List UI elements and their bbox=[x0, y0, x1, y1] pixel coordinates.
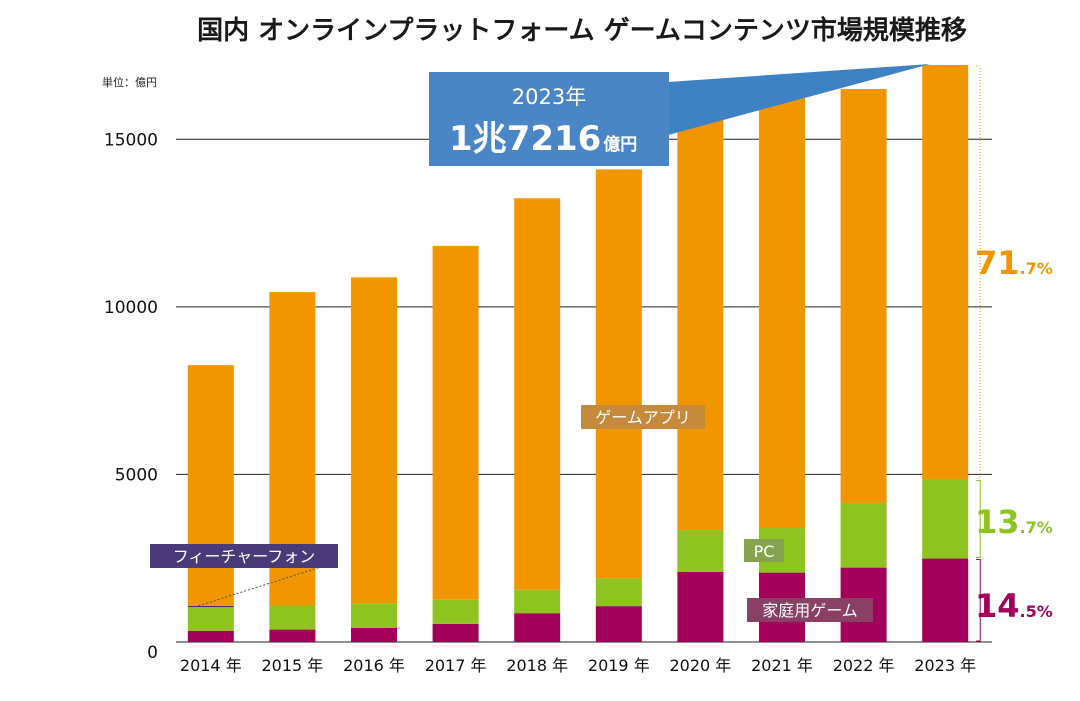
series-label-featurephone: フィーチャーフォン bbox=[150, 544, 338, 607]
y-tick-label: 5000 bbox=[115, 465, 158, 485]
bar-app bbox=[351, 277, 397, 604]
bar-pc bbox=[595, 578, 642, 607]
callout-total: 1兆7216 億円 bbox=[449, 119, 637, 159]
series-label-featurephone-text: フィーチャーフォン bbox=[173, 547, 316, 566]
bracket-app bbox=[976, 65, 981, 479]
x-axis-ticks: 2014 年 2015 年 2016 年 2017 年 2018 年 2019 年 2020… bbox=[180, 656, 976, 675]
share-app: 71.7% bbox=[975, 244, 1053, 282]
bar-console bbox=[351, 627, 397, 642]
x-tick-label: 2017 年 bbox=[425, 656, 487, 675]
bar-app bbox=[514, 198, 561, 590]
series-label-app-text: ゲームアプリ bbox=[595, 408, 691, 427]
bar-pc bbox=[922, 479, 969, 559]
y-tick-label: 0 bbox=[147, 643, 158, 663]
series-label-console: 家庭用ゲーム bbox=[747, 598, 873, 622]
y-axis-ticks: 0 5000 10000 15000 bbox=[104, 130, 158, 663]
series-label-pc-text: PC bbox=[754, 542, 775, 561]
bar-featurephone bbox=[187, 605, 234, 608]
share-brackets bbox=[976, 65, 981, 642]
bar-app bbox=[922, 65, 969, 480]
x-tick-label: 2022 年 bbox=[833, 656, 895, 675]
series-label-pc: PC bbox=[744, 539, 784, 562]
x-tick-label: 2021 年 bbox=[751, 656, 813, 675]
bar-app bbox=[677, 89, 724, 531]
bar-console bbox=[514, 613, 561, 642]
y-tick-label: 15000 bbox=[104, 130, 158, 150]
x-tick-label: 2018 年 bbox=[506, 656, 568, 675]
bar-app bbox=[432, 245, 479, 600]
x-tick-label: 2015 年 bbox=[261, 656, 323, 675]
bar-app bbox=[187, 365, 234, 606]
series-label-app: ゲームアプリ bbox=[581, 405, 705, 429]
share-console: 14.5% bbox=[975, 587, 1053, 625]
callout-year: 2023年 bbox=[512, 85, 586, 109]
bar-console bbox=[432, 623, 479, 642]
bar-console bbox=[187, 630, 234, 642]
bar-pc bbox=[840, 502, 887, 568]
share-pc: 13.7% bbox=[975, 503, 1053, 541]
bar-console bbox=[677, 571, 724, 642]
callout-2023-total: 2023年 1兆7216 億円 bbox=[429, 64, 930, 166]
bar-pc bbox=[351, 603, 397, 628]
unit-label: 単位：億円 bbox=[102, 75, 157, 89]
chart-title: 国内 オンラインプラットフォーム ゲームコンテンツ市場規模推移 bbox=[197, 15, 967, 46]
bar-pc bbox=[432, 599, 479, 624]
share-labels: 71.7% 13.7% 14.5% bbox=[975, 244, 1053, 625]
bar-pc bbox=[677, 530, 724, 572]
x-tick-label: 2014 年 bbox=[180, 656, 242, 675]
bar-pc bbox=[514, 589, 561, 614]
bar-console bbox=[922, 558, 969, 642]
x-tick-label: 2016 年 bbox=[343, 656, 405, 675]
bar-app bbox=[595, 169, 642, 579]
x-tick-label: 2023 年 bbox=[914, 656, 976, 675]
bar-console bbox=[269, 629, 316, 642]
x-tick-label: 2020 年 bbox=[669, 656, 731, 675]
bars bbox=[187, 65, 969, 642]
bracket-console bbox=[976, 559, 981, 642]
bar-app bbox=[840, 88, 887, 503]
bar-app bbox=[759, 92, 805, 529]
bar-console bbox=[595, 606, 642, 642]
y-tick-label: 10000 bbox=[104, 298, 158, 318]
bracket-pc bbox=[976, 479, 981, 559]
bar-pc bbox=[187, 607, 234, 631]
series-label-console-text: 家庭用ゲーム bbox=[762, 601, 858, 620]
bar-pc bbox=[269, 605, 316, 630]
x-tick-label: 2019 年 bbox=[588, 656, 650, 675]
